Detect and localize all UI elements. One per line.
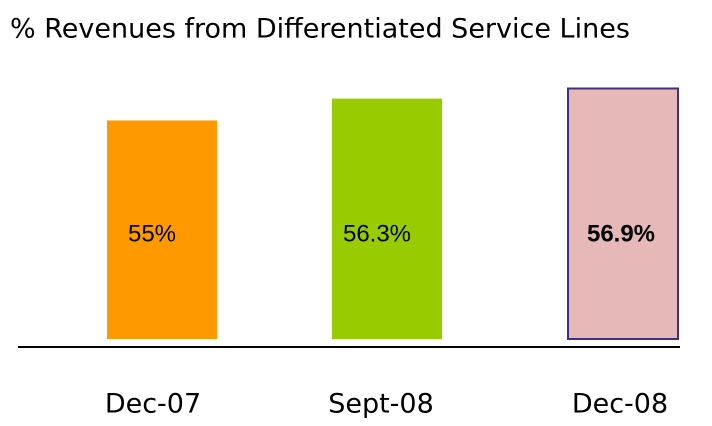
bar bbox=[332, 98, 442, 339]
bar bbox=[567, 87, 679, 341]
x-tick-label: Dec-07 bbox=[105, 389, 201, 420]
value-label: 56.9% bbox=[587, 220, 655, 247]
value-label: 56.3% bbox=[343, 220, 411, 247]
bar bbox=[107, 120, 217, 339]
chart-title: % Revenues from Differentiated Service L… bbox=[10, 14, 630, 45]
x-tick-label: Sept-08 bbox=[328, 389, 434, 420]
x-tick-label: Dec-08 bbox=[572, 389, 668, 420]
value-label: 55% bbox=[128, 220, 176, 247]
